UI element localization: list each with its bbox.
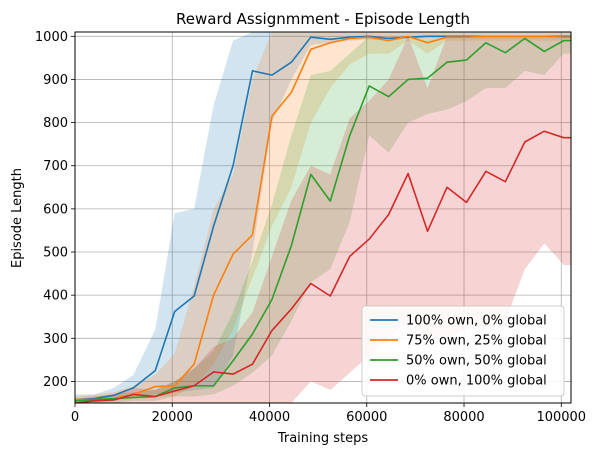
y-tick-label: 1000 <box>35 30 68 45</box>
legend-box <box>361 305 565 397</box>
series-lines <box>75 35 571 403</box>
x-tick-label: 0 <box>71 410 79 425</box>
legend: 100% own, 0% global 75% own, 25% global 50… <box>361 305 565 397</box>
band-series-1 <box>75 32 571 398</box>
band-series-2 <box>75 32 571 403</box>
line-series-2 <box>75 35 571 401</box>
x-tick-label: 40000 <box>249 410 290 425</box>
y-tick-label: 400 <box>43 289 68 304</box>
legend-entry: 100% own, 0% global <box>406 314 547 329</box>
y-tick-label: 500 <box>43 246 68 261</box>
plot-frame <box>74 31 572 404</box>
chart-title: Reward Assignmment - Episode Length <box>176 10 470 28</box>
y-tick-label: 700 <box>43 159 68 174</box>
legend-entry: 75% own, 25% global <box>406 334 547 349</box>
y-axis-ticks: 200 300 400 500 600 700 800 900 1000 <box>35 30 75 390</box>
legend-entry: 50% own, 50% global <box>406 354 547 369</box>
band-series-3 <box>75 36 571 403</box>
y-tick-label: 300 <box>43 332 68 347</box>
x-tick-label: 20000 <box>152 410 193 425</box>
x-axis-ticks: 0 20000 40000 60000 80000 100000 <box>71 403 586 425</box>
grid <box>74 32 571 403</box>
legend-entry: 0% own, 100% global <box>406 374 547 389</box>
x-tick-label: 100000 <box>536 410 586 425</box>
y-tick-label: 600 <box>43 202 68 217</box>
x-tick-label: 60000 <box>346 410 387 425</box>
x-tick-label: 80000 <box>443 410 484 425</box>
y-tick-label: 900 <box>43 73 68 88</box>
y-tick-label: 800 <box>43 116 68 131</box>
y-axis-label: Episode Length <box>10 168 25 268</box>
line-series-4 <box>75 130 571 403</box>
y-tick-label: 200 <box>43 375 68 390</box>
line-series-3 <box>75 37 571 402</box>
x-axis-label: Training steps <box>277 431 369 446</box>
